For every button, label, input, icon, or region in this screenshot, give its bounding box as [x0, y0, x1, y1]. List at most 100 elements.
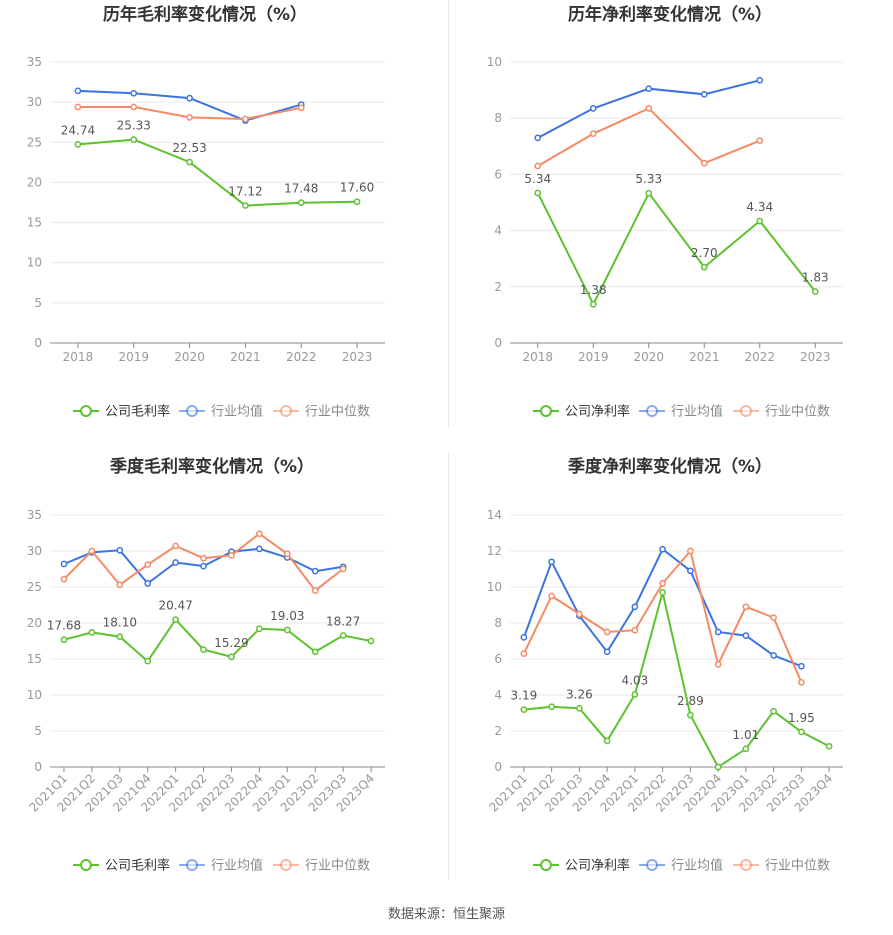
- series-line-industry_median: [63, 532, 344, 593]
- data-label: 5.33: [635, 172, 662, 186]
- data-label: 2.89: [677, 694, 704, 708]
- point-industry_median: [770, 614, 777, 621]
- data-label: 3.26: [566, 687, 593, 701]
- y-tick-label: 6: [494, 652, 502, 666]
- point-company: [116, 633, 124, 641]
- legend-label: 行业中位数: [305, 405, 370, 420]
- point-industry_avg: [548, 558, 555, 566]
- point-company: [297, 199, 305, 207]
- x-tick-label: 2019: [118, 350, 149, 364]
- legend-item-industry_median: 行业中位数: [273, 405, 370, 420]
- point-industry_median: [130, 103, 138, 111]
- data-label: 17.60: [340, 181, 374, 195]
- point-company: [700, 263, 708, 271]
- point-industry_avg: [603, 648, 611, 656]
- point-company: [631, 691, 639, 698]
- y-tick-label: 35: [27, 55, 42, 69]
- y-tick-label: 8: [494, 111, 502, 125]
- point-industry_avg: [200, 562, 207, 570]
- point-industry_median: [200, 554, 207, 562]
- point-industry_avg: [631, 603, 639, 611]
- point-industry_avg: [172, 559, 179, 566]
- point-industry_median: [311, 587, 319, 594]
- point-industry_avg: [186, 94, 193, 102]
- x-tick-label: 2022: [744, 350, 775, 364]
- point-company: [339, 632, 347, 639]
- point-industry_avg: [798, 662, 805, 670]
- data-label: 1.83: [802, 271, 829, 285]
- data-label: 3.19: [511, 689, 538, 703]
- y-tick-label: 5: [34, 724, 42, 738]
- x-tick-label: 2019: [578, 350, 609, 364]
- y-tick-label: 5: [34, 296, 42, 310]
- x-tick-label: 2021: [689, 350, 720, 364]
- point-company: [144, 657, 152, 665]
- x-tick-label: 2023: [800, 350, 831, 364]
- data-label: 4.03: [622, 673, 649, 687]
- point-industry_median: [603, 628, 611, 636]
- point-industry_avg: [256, 545, 263, 553]
- point-company: [353, 198, 361, 206]
- series-line-company: [63, 617, 372, 663]
- legend-swatch-dot: [540, 859, 552, 871]
- data-label: 1.38: [580, 283, 607, 297]
- point-company: [576, 704, 583, 712]
- series-line-company: [523, 592, 830, 769]
- point-industry_median: [60, 575, 68, 583]
- legend-item-company: 公司毛利率: [73, 404, 170, 420]
- y-tick-label: 30: [27, 95, 42, 109]
- data-label: 22.53: [172, 141, 206, 155]
- legend-swatch-dot: [646, 859, 658, 871]
- point-industry_median: [186, 114, 193, 121]
- point-company: [130, 136, 138, 143]
- legend-swatch-dot: [186, 859, 198, 871]
- legend-item-industry_avg: 行业均值: [179, 858, 263, 874]
- point-industry_median: [589, 130, 597, 138]
- point-company: [88, 629, 96, 636]
- data-label: 17.12: [228, 185, 262, 199]
- point-industry_median: [74, 103, 82, 111]
- point-industry_median: [659, 580, 666, 587]
- point-company: [756, 217, 764, 225]
- point-industry_median: [242, 115, 249, 123]
- data-label: 24.74: [61, 123, 95, 137]
- point-company: [228, 653, 235, 661]
- point-industry_median: [756, 137, 764, 145]
- data-label: 25.33: [117, 119, 151, 133]
- point-company: [367, 637, 375, 645]
- point-industry_avg: [645, 85, 653, 93]
- legend-label: 公司毛利率: [105, 858, 170, 874]
- y-tick-label: 20: [27, 175, 42, 189]
- chart-annual-gross: 历年毛利率变化情况（%） 0 5 10 15 20 25 30 35 2018 2019 2020 20…: [27, 4, 385, 420]
- data-label: 5.34: [524, 172, 551, 186]
- y-tick-label: 30: [27, 544, 42, 558]
- data-label: 1.01: [733, 728, 760, 742]
- point-industry_avg: [700, 90, 708, 98]
- x-tick-label: 2021: [230, 350, 261, 364]
- legend-item-industry_avg: 行业均值: [639, 404, 723, 420]
- point-industry_avg: [130, 89, 138, 97]
- point-company: [742, 745, 750, 753]
- data-label: 18.10: [103, 616, 137, 630]
- y-tick-label: 4: [494, 688, 502, 702]
- point-company: [200, 646, 207, 653]
- chart-quarterly-net: 季度净利率变化情况（%）024681012142021Q12021Q22021Q…: [486, 456, 843, 874]
- x-tick-label: 2018: [63, 350, 94, 364]
- legend-swatch-dot: [80, 405, 92, 417]
- legend-label: 行业中位数: [765, 405, 830, 420]
- point-company: [534, 189, 542, 197]
- point-company: [659, 589, 666, 596]
- legend-item-industry_avg: 行业均值: [639, 858, 723, 874]
- data-label: 2.70: [691, 246, 718, 260]
- point-industry_median: [687, 547, 694, 555]
- point-industry_median: [798, 679, 805, 686]
- legend-swatch-dot: [280, 405, 292, 417]
- legend-swatch-dot: [540, 405, 552, 417]
- legend-item-industry_median: 行业中位数: [273, 859, 370, 874]
- data-label: 20.47: [158, 599, 192, 613]
- point-industry_avg: [687, 567, 694, 575]
- legend-item-industry_median: 行业中位数: [733, 405, 830, 420]
- point-industry_median: [297, 104, 305, 112]
- legend-label: 行业均值: [671, 858, 723, 874]
- data-label: 4.34: [746, 200, 773, 214]
